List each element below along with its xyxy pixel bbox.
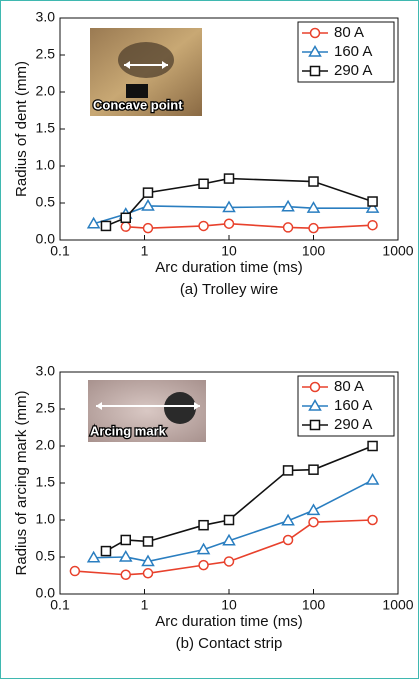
legend-label: 80 A xyxy=(334,378,364,395)
marker xyxy=(86,216,101,229)
y-tick-label: 0.5 xyxy=(36,548,56,564)
marker xyxy=(308,222,319,234)
marker xyxy=(142,222,154,234)
x-tick-label: 1000 xyxy=(382,243,413,259)
y-tick-label: 1.5 xyxy=(36,120,56,136)
annotation: Arcing mark xyxy=(90,423,167,438)
caption: (b) Contact strip xyxy=(176,635,283,652)
marker xyxy=(308,176,319,187)
marker xyxy=(142,536,154,547)
x-tick-label: 100 xyxy=(302,597,326,613)
marker xyxy=(223,514,235,526)
marker xyxy=(306,503,321,516)
y-tick-label: 3.0 xyxy=(36,9,56,25)
legend-marker xyxy=(309,381,321,393)
legend-marker xyxy=(308,45,322,57)
marker xyxy=(367,514,378,526)
y-tick-label: 0.0 xyxy=(36,231,56,247)
marker xyxy=(196,542,211,555)
marker xyxy=(120,569,132,581)
marker xyxy=(367,219,378,231)
marker xyxy=(198,220,209,232)
photo-top xyxy=(90,28,202,116)
marker xyxy=(306,201,321,213)
marker xyxy=(69,565,81,577)
y-axis-label: Radius of arcing mark (mm) xyxy=(13,390,30,575)
marker xyxy=(120,534,132,546)
x-axis-label: Arc duration time (ms) xyxy=(155,259,303,276)
marker xyxy=(282,222,294,233)
marker xyxy=(365,473,380,485)
y-tick-label: 2.0 xyxy=(36,437,56,453)
y-tick-label: 1.0 xyxy=(36,511,56,527)
series-line xyxy=(105,445,373,552)
x-tick-label: 100 xyxy=(302,243,326,259)
marker xyxy=(120,212,132,224)
marker xyxy=(198,559,209,571)
x-tick-label: 0.1 xyxy=(50,597,70,613)
y-tick-label: 2.5 xyxy=(36,46,56,62)
series-line xyxy=(125,222,373,229)
marker xyxy=(86,550,101,563)
legend-marker xyxy=(309,27,321,39)
x-tick-label: 1 xyxy=(141,243,149,259)
y-tick-label: 2.5 xyxy=(36,400,56,416)
marker xyxy=(142,187,154,198)
marker xyxy=(142,568,154,579)
marker xyxy=(282,465,294,476)
y-axis-label: Radius of dent (mm) xyxy=(13,61,30,197)
marker xyxy=(223,218,235,229)
marker xyxy=(365,201,380,213)
x-tick-label: 10 xyxy=(221,597,237,613)
y-tick-label: 1.0 xyxy=(36,157,56,173)
series-line xyxy=(105,177,373,227)
marker xyxy=(120,221,132,232)
marker xyxy=(141,198,155,211)
marker xyxy=(281,199,295,212)
x-tick-label: 1000 xyxy=(382,597,413,613)
legend-label: 160 A xyxy=(334,43,372,60)
y-tick-label: 1.5 xyxy=(36,474,56,490)
marker xyxy=(308,464,319,475)
y-tick-label: 3.0 xyxy=(36,363,56,379)
x-tick-label: 10 xyxy=(221,243,237,259)
marker xyxy=(281,513,295,526)
marker xyxy=(222,533,236,546)
legend-marker xyxy=(309,65,321,77)
marker xyxy=(198,519,209,531)
series-line xyxy=(74,519,373,576)
marker xyxy=(198,178,209,190)
legend-label: 290 A xyxy=(334,62,372,79)
marker xyxy=(367,196,378,207)
photo-bottom xyxy=(88,380,206,442)
marker xyxy=(223,173,235,184)
y-tick-label: 0.5 xyxy=(36,194,56,210)
legend-label: 290 A xyxy=(334,416,372,433)
y-tick-label: 2.0 xyxy=(36,83,56,99)
legend-label: 160 A xyxy=(334,397,372,414)
x-tick-label: 0.1 xyxy=(50,243,70,259)
marker xyxy=(100,545,112,557)
annotation: Concave point xyxy=(93,97,183,112)
x-axis-label: Arc duration time (ms) xyxy=(155,613,303,630)
marker xyxy=(100,220,112,232)
marker xyxy=(223,556,235,567)
marker xyxy=(118,550,133,562)
legend-marker xyxy=(308,399,322,411)
marker xyxy=(367,440,378,452)
caption: (a) Trolley wire xyxy=(180,281,278,298)
marker xyxy=(222,200,236,213)
x-tick-label: 1 xyxy=(141,597,149,613)
legend-marker xyxy=(309,419,321,431)
marker xyxy=(282,534,294,546)
marker xyxy=(141,554,155,567)
legend-label: 80 A xyxy=(334,24,364,41)
y-tick-label: 0.0 xyxy=(36,585,56,601)
marker xyxy=(308,516,319,528)
